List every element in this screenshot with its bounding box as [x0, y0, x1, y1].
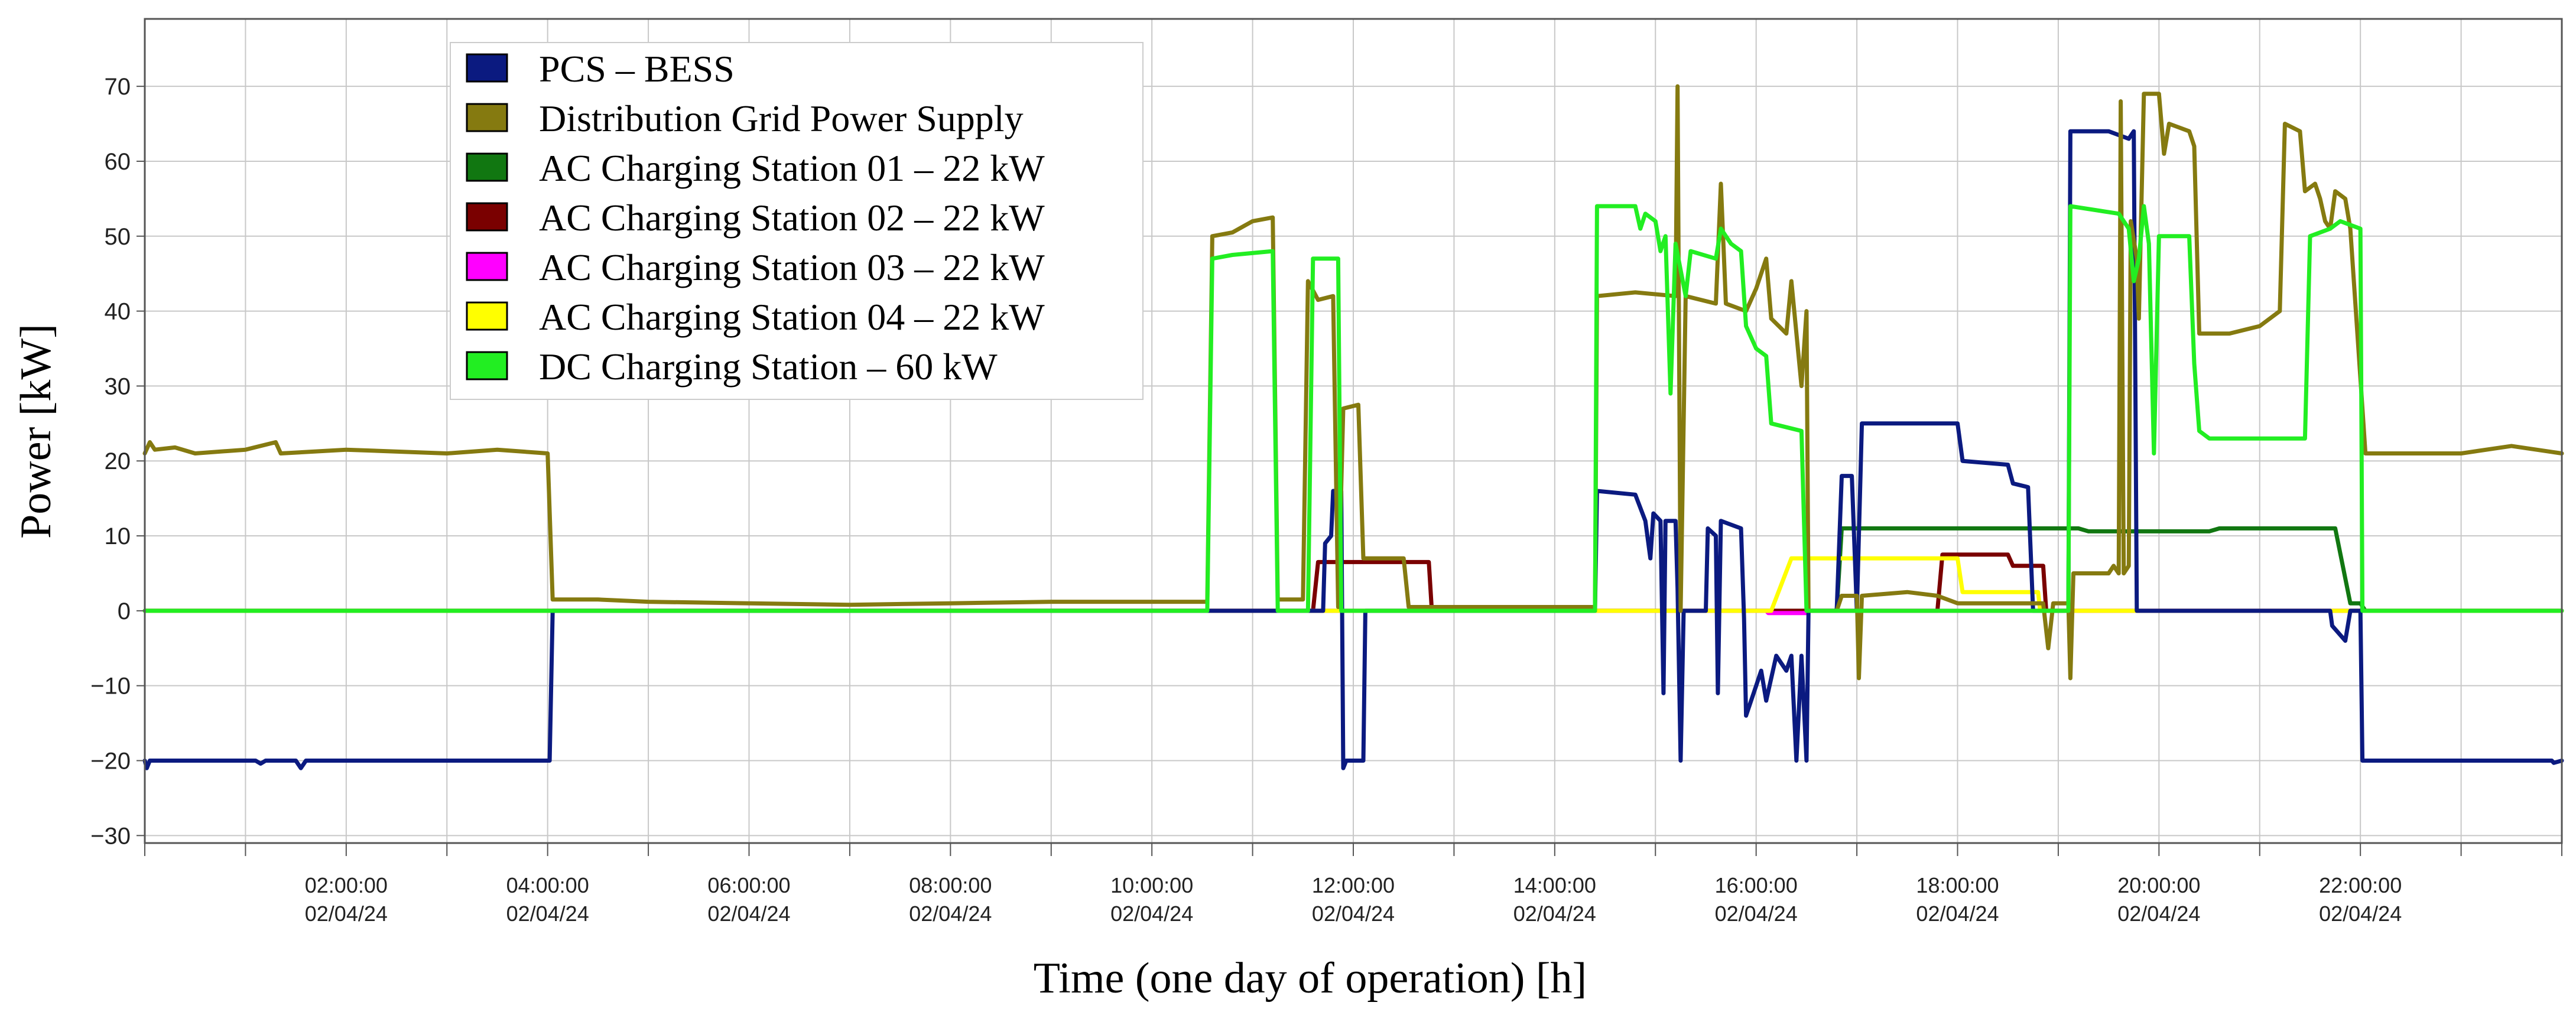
series-line-ac-charging-station-02-22-kw — [142, 552, 2564, 613]
y-tick-label: 40 — [105, 299, 131, 325]
series-line-pcs-bess — [142, 129, 2564, 770]
legend-swatch — [466, 53, 508, 83]
legend-label: AC Charging Station 02 – 22 kW — [539, 197, 1045, 239]
y-tick-label: −10 — [90, 673, 131, 699]
series-line-dc-charging-station-60-kw — [142, 204, 2564, 613]
y-tick-label: 0 — [118, 598, 131, 624]
y-tick-label: 20 — [105, 448, 131, 474]
legend-label: DC Charging Station – 60 kW — [539, 346, 998, 388]
x-tick-label-time: 18:00:00 — [1916, 873, 1999, 897]
legend: PCS – BESS Distribution Grid Power Supply… — [450, 42, 1144, 400]
legend-swatch — [466, 252, 508, 281]
legend-label: PCS – BESS — [539, 48, 735, 90]
x-tick-label-date: 02/04/24 — [1513, 902, 1596, 926]
series-line-distribution-grid-power-supply — [142, 84, 2564, 681]
x-tick-label-date: 02/04/24 — [707, 902, 790, 926]
legend-swatch — [466, 351, 508, 380]
x-tick-label-time: 06:00:00 — [707, 873, 790, 897]
legend-label: AC Charging Station 01 – 22 kW — [539, 147, 1045, 189]
y-tick-label: 30 — [105, 373, 131, 399]
x-tick-label-time: 02:00:00 — [305, 873, 388, 897]
x-tick-label-time: 12:00:00 — [1312, 873, 1395, 897]
x-tick-label-time: 14:00:00 — [1513, 873, 1596, 897]
y-tick-label: −30 — [90, 823, 131, 849]
legend-swatch — [466, 152, 508, 182]
legend-label: AC Charging Station 04 – 22 kW — [539, 296, 1045, 338]
x-tick-label-date: 02/04/24 — [2117, 902, 2200, 926]
x-tick-label-date: 02/04/24 — [909, 902, 992, 926]
y-tick-label: 50 — [105, 224, 131, 250]
legend-swatch — [466, 301, 508, 331]
x-tick-label-date: 02/04/24 — [1312, 902, 1395, 926]
x-tick-label-date: 02/04/24 — [1916, 902, 1999, 926]
x-tick-label-time: 20:00:00 — [2117, 873, 2200, 897]
legend-swatch — [466, 202, 508, 232]
y-tick-label: 70 — [105, 74, 131, 100]
x-tick-label-time: 22:00:00 — [2319, 873, 2402, 897]
x-tick-label-date: 02/04/24 — [1715, 902, 1798, 926]
x-tick-label-date: 02/04/24 — [305, 902, 388, 926]
x-tick-label-date: 02/04/24 — [2319, 902, 2402, 926]
x-tick-label-date: 02/04/24 — [506, 902, 589, 926]
y-axis-title: Power [kW] — [12, 324, 60, 539]
x-axis-title: Time (one day of operation) [h] — [1034, 954, 1587, 1003]
legend-swatch — [466, 103, 508, 132]
x-axis: 02:00:00 02/04/24 04:00:00 02/04/24 06:00:00… — [144, 843, 2562, 926]
legend-label: Distribution Grid Power Supply — [539, 97, 1024, 139]
x-tick-label-time: 10:00:00 — [1110, 873, 1193, 897]
y-tick-label: 60 — [105, 149, 131, 175]
series-lines — [142, 84, 2564, 770]
legend-box — [450, 42, 1144, 400]
x-tick-label-time: 16:00:00 — [1715, 873, 1798, 897]
x-tick-label-time: 04:00:00 — [506, 873, 589, 897]
x-tick-label-date: 02/04/24 — [1110, 902, 1193, 926]
series-line-ac-charging-station-04-22-kw — [142, 556, 2564, 613]
y-axis: 70 60 50 40 30 20 10 0 −10 −20 −30 — [90, 74, 145, 849]
x-tick-label-time: 08:00:00 — [909, 873, 992, 897]
y-tick-label: −20 — [90, 749, 131, 775]
legend-label: AC Charging Station 03 – 22 kW — [539, 246, 1045, 288]
y-tick-label: 10 — [105, 523, 131, 549]
